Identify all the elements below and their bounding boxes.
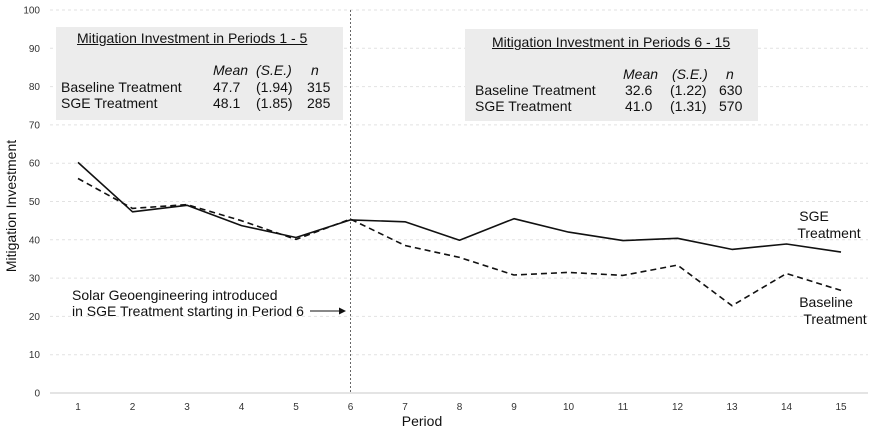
x-tick-label: 12 [672, 402, 684, 413]
baseline-label-line-2: Treatment [803, 311, 866, 327]
header-n: n [311, 62, 319, 78]
sge-treatment-line [77, 161, 842, 253]
y-tick-label: 0 [34, 389, 40, 400]
row-se: (1.85) [256, 95, 293, 111]
x-tick-label: 9 [511, 402, 517, 413]
x-axis-ticks: 1 2 3 4 5 6 7 8 9 10 11 12 13 14 15 [75, 402, 847, 413]
x-tick-label: 14 [781, 402, 793, 413]
series-lines [77, 161, 842, 307]
stats-panel-periods-6-15: Mitigation Investment in Periods 6 - 15 … [465, 29, 758, 121]
y-tick-label: 30 [29, 274, 41, 285]
y-tick-label: 60 [29, 159, 41, 170]
y-tick-label: 80 [29, 82, 41, 93]
x-tick-label: 4 [239, 402, 245, 413]
x-tick-label: 7 [402, 402, 408, 413]
row-n: 285 [307, 95, 331, 111]
sge-annotation: Solar Geoengineering introduced in SGE T… [72, 287, 304, 319]
row-mean: 47.7 [213, 79, 241, 95]
row-se: (1.31) [670, 98, 707, 114]
row-se: (1.94) [256, 79, 293, 95]
sge-label-line-1: SGE [799, 208, 829, 224]
x-tick-label: 11 [618, 402, 629, 413]
row-se: (1.22) [670, 82, 707, 98]
x-tick-label: 5 [293, 402, 299, 413]
row-label: Baseline Treatment [475, 82, 596, 98]
y-tick-label: 50 [29, 197, 41, 208]
x-tick-label: 8 [457, 402, 463, 413]
row-label: Baseline Treatment [61, 79, 182, 95]
y-tick-label: 40 [29, 235, 41, 246]
header-mean: Mean [623, 66, 659, 82]
row-n: 570 [719, 98, 743, 114]
y-axis-ticks: 0 10 20 30 40 50 60 70 80 90 100 [23, 6, 40, 400]
x-tick-label: 3 [184, 402, 190, 413]
x-tick-label: 10 [563, 402, 575, 413]
row-label: SGE Treatment [61, 95, 158, 111]
y-tick-label: 90 [29, 44, 41, 55]
row-mean: 32.6 [625, 82, 653, 98]
annotation-arrowhead [339, 307, 346, 315]
x-tick-label: 2 [130, 402, 136, 413]
row-mean: 41.0 [625, 98, 653, 114]
baseline-label-line-1: Baseline [799, 294, 853, 310]
y-tick-label: 100 [23, 6, 40, 17]
stats-title: Mitigation Investment in Periods 6 - 15 [492, 34, 731, 50]
x-tick-label: 15 [835, 402, 847, 413]
baseline-treatment-line [77, 177, 842, 307]
y-tick-label: 20 [29, 312, 41, 323]
row-n: 315 [307, 79, 331, 95]
x-tick-label: 13 [726, 402, 738, 413]
annotation-line-2: in SGE Treatment starting in Period 6 [72, 303, 304, 319]
header-se: (S.E.) [672, 66, 708, 82]
y-tick-label: 70 [29, 120, 41, 131]
y-axis-label: Mitigation Investment [3, 140, 19, 272]
annotation-line-1: Solar Geoengineering introduced [72, 287, 277, 303]
header-se: (S.E.) [256, 62, 292, 78]
stats-title: Mitigation Investment in Periods 1 - 5 [77, 30, 308, 46]
row-label: SGE Treatment [475, 98, 572, 114]
x-axis-label: Period [402, 413, 442, 429]
header-n: n [726, 66, 734, 82]
stats-panel-periods-1-5: Mitigation Investment in Periods 1 - 5 M… [56, 27, 343, 120]
y-tick-label: 10 [29, 350, 41, 361]
header-mean: Mean [213, 62, 249, 78]
row-mean: 48.1 [213, 95, 241, 111]
sge-series-label: SGE Treatment [797, 208, 860, 241]
x-tick-label: 1 [75, 402, 81, 413]
x-tick-label: 6 [348, 402, 354, 413]
baseline-series-label: Baseline Treatment [799, 294, 867, 327]
sge-label-line-2: Treatment [797, 225, 860, 241]
row-n: 630 [719, 82, 743, 98]
